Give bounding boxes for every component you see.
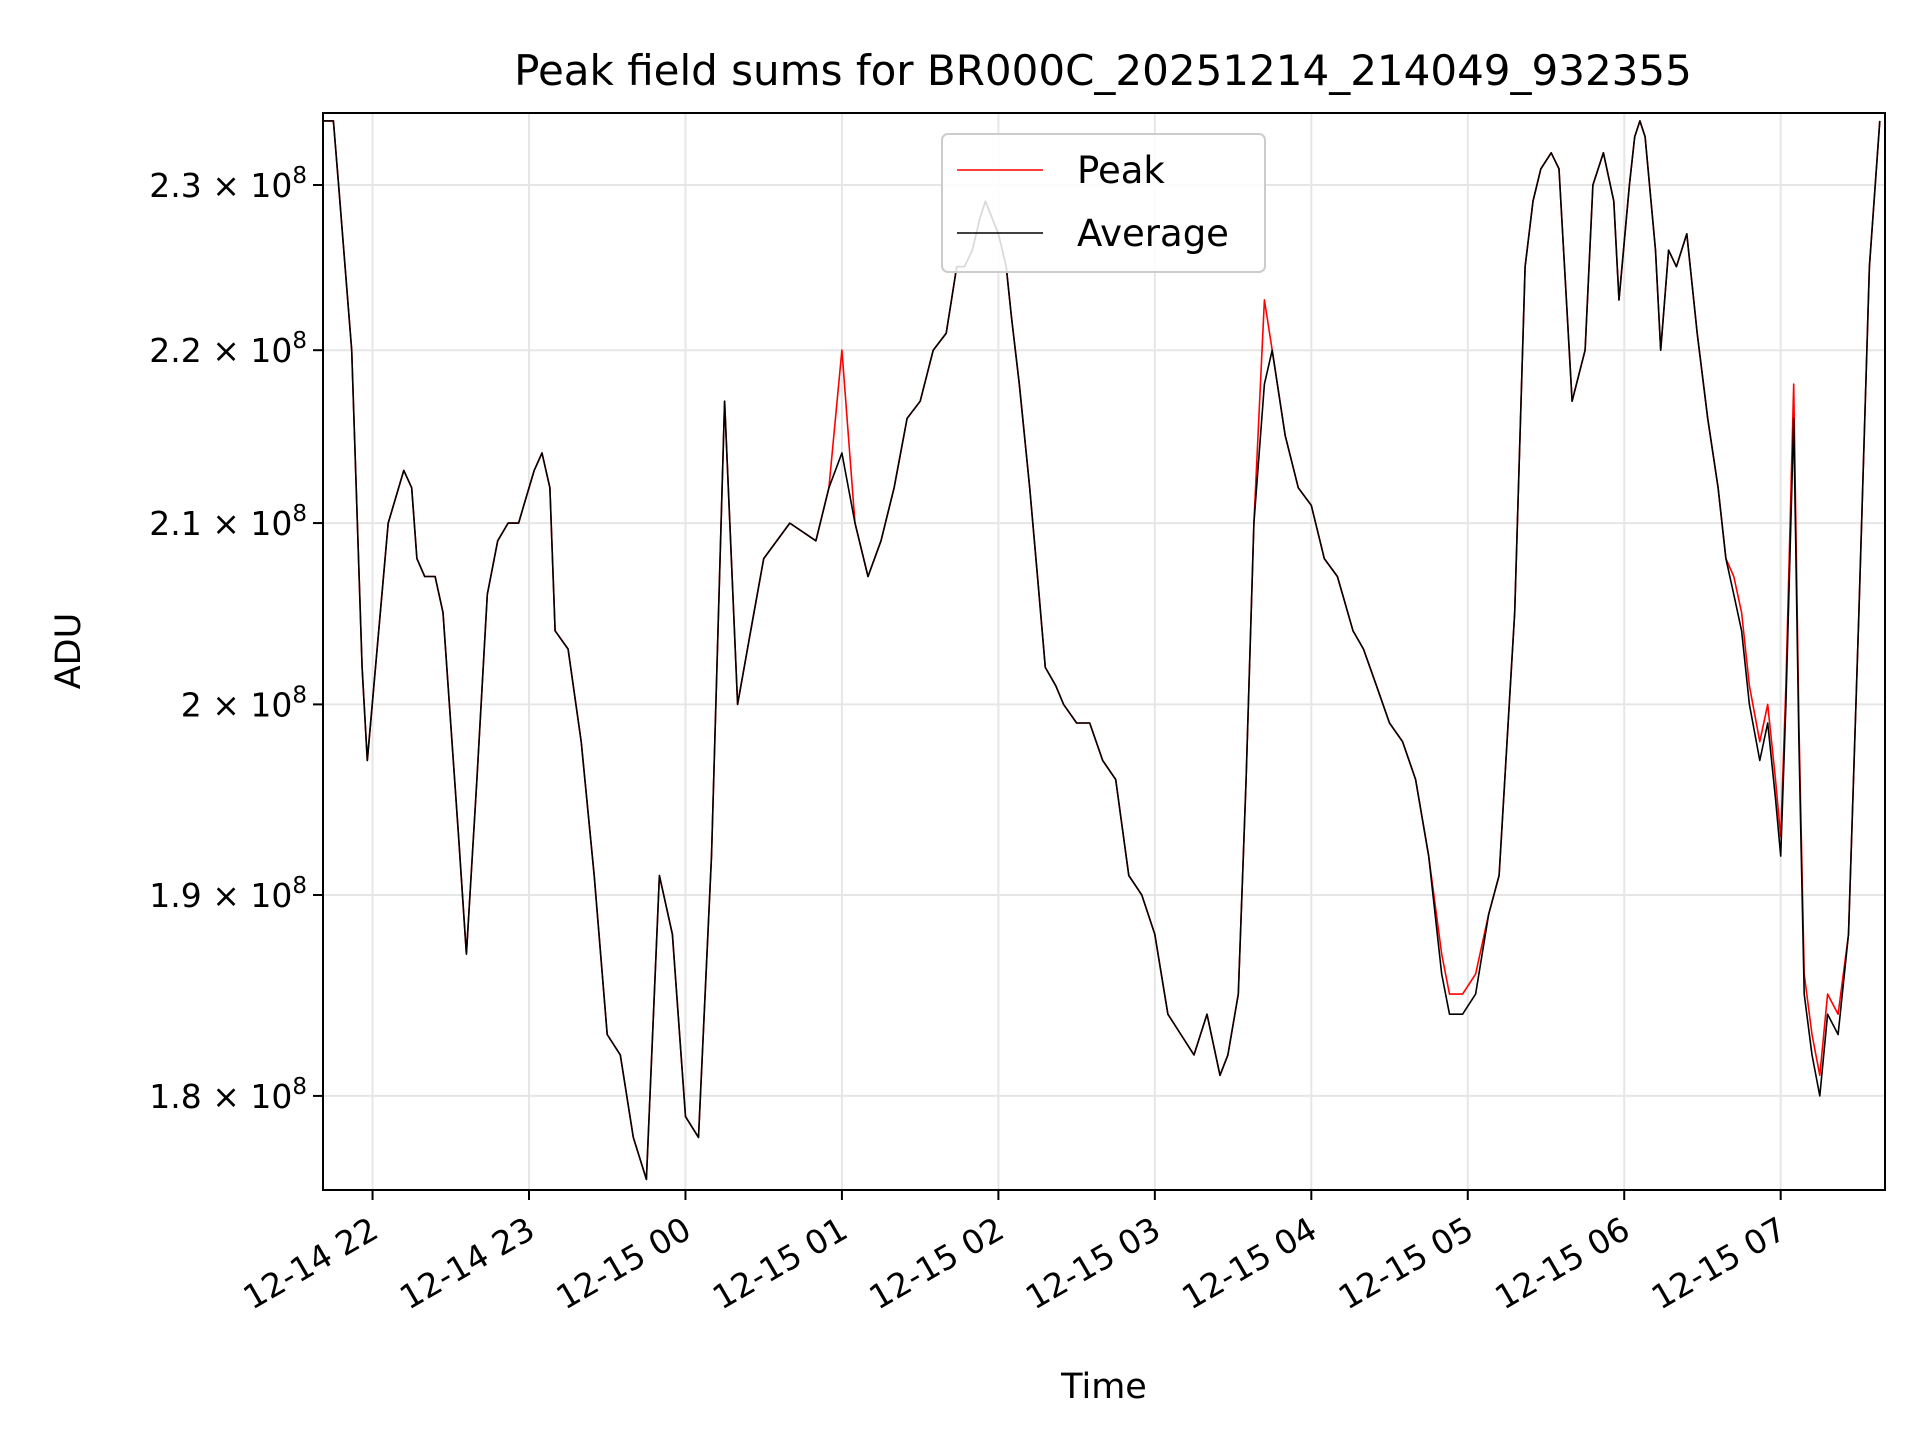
- chart-title: Peak field sums for BR000C_20251214_2140…: [514, 46, 1692, 95]
- legend-label-average: Average: [1077, 212, 1229, 255]
- y-tick-base: 10: [250, 331, 292, 370]
- legend-label-peak: Peak: [1077, 149, 1165, 192]
- y-tick-base: 10: [250, 876, 292, 915]
- y-tick-exponent: 8: [292, 873, 307, 899]
- y-tick-mantissa: 2.3: [149, 166, 201, 205]
- y-tick-base: 10: [250, 504, 292, 543]
- x-axis-title: Time: [1060, 1367, 1147, 1407]
- y-tick-label: 2.3 × 108: [149, 163, 307, 205]
- y-tick-label: 2.1 × 108: [149, 501, 307, 543]
- plot-frame: [322, 112, 1886, 1191]
- y-tick-exponent: 8: [292, 501, 307, 527]
- y-tick-label: 1.9 × 108: [149, 873, 307, 915]
- y-tick-exponent: 8: [292, 1074, 307, 1100]
- y-tick-mantissa: 2.2: [149, 331, 201, 370]
- y-axis-title: ADU: [49, 613, 89, 690]
- y-tick-exponent: 8: [292, 163, 307, 189]
- gridlines: [323, 113, 1885, 1190]
- y-tick-mantissa: 1.9: [149, 876, 201, 915]
- y-tick-label: 2.2 × 108: [149, 328, 307, 370]
- y-tick-base: 10: [250, 685, 292, 724]
- legend-box: [941, 133, 1266, 273]
- y-tick-label: 2 × 108: [181, 682, 307, 724]
- y-axis: 1.8 × 108 1.9 × 108 2 × 108 2.1 × 108 2.2 × …: [149, 163, 323, 1116]
- y-tick-exponent: 8: [292, 682, 307, 708]
- y-tick-mantissa: 2.1: [149, 504, 201, 543]
- y-tick-exponent: 8: [292, 328, 307, 354]
- y-tick-base: 10: [250, 1077, 292, 1116]
- y-tick-base: 10: [250, 166, 292, 205]
- y-tick-label: 1.8 × 108: [149, 1074, 307, 1116]
- series-lines: [323, 120, 1881, 1181]
- y-tick-mantissa: 2: [181, 685, 202, 724]
- y-tick-mantissa: 1.8: [149, 1077, 201, 1116]
- series-line-average: [323, 120, 1881, 1181]
- legend: Peak Average: [941, 133, 1266, 273]
